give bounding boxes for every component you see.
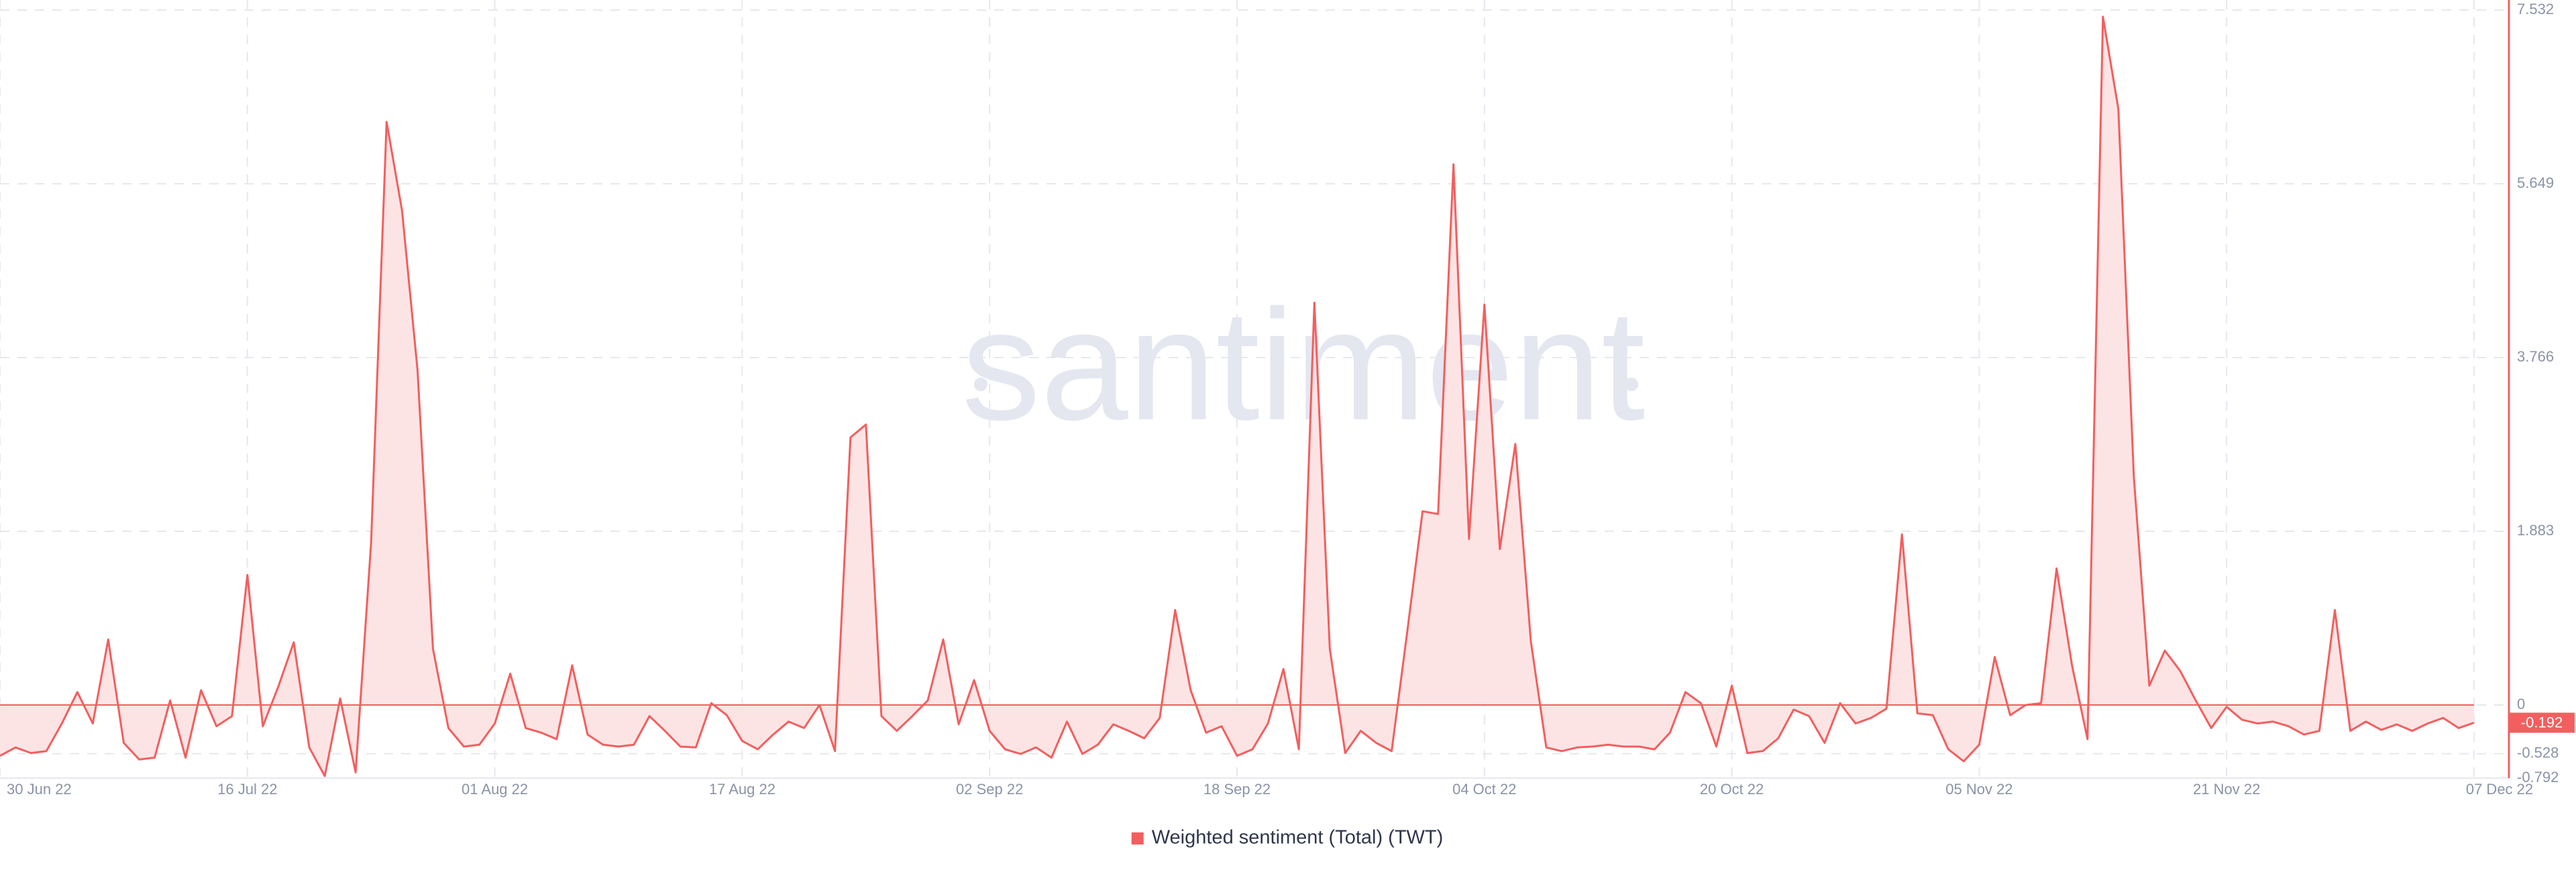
x-tick-label: 21 Nov 22 (2193, 781, 2260, 798)
x-tick-label: 01 Aug 22 (462, 781, 528, 798)
x-tick-label: 20 Oct 22 (1700, 781, 1764, 798)
y-tick-label: 5.649 (2517, 174, 2554, 191)
current-value-label: -0.192 (2521, 714, 2563, 730)
legend-label: Weighted sentiment (Total) (TWT) (1152, 827, 1444, 849)
y-tick-label: -0.528 (2517, 744, 2559, 761)
watermark-dot (974, 378, 987, 391)
area (0, 16, 2474, 776)
x-tick-label: 02 Sep 22 (956, 781, 1023, 798)
x-tick-label: 05 Nov 22 (1945, 781, 2012, 798)
y-tick-label: 3.766 (2517, 348, 2554, 365)
x-tick-label: 17 Aug 22 (709, 781, 775, 798)
line (0, 15, 2475, 777)
y-tick-label: 7.532 (2517, 1, 2554, 17)
x-tick-label: 16 Jul 22 (217, 781, 277, 798)
y-tick-label: 1.883 (2517, 522, 2554, 539)
x-tick-label: 30 Jun 22 (7, 781, 72, 798)
y-tick-label: -0.792 (2517, 769, 2559, 785)
watermark: santiment (962, 276, 1646, 453)
x-tick-label: 07 Dec 22 (2466, 781, 2533, 798)
legend-swatch (1131, 832, 1144, 844)
watermark-dot (1625, 378, 1638, 391)
current-value-badge (2509, 712, 2575, 733)
y-tick-label: 0 (2517, 696, 2525, 712)
x-tick-label: 18 Sep 22 (1203, 781, 1271, 798)
x-tick-label: 04 Oct 22 (1452, 781, 1516, 798)
